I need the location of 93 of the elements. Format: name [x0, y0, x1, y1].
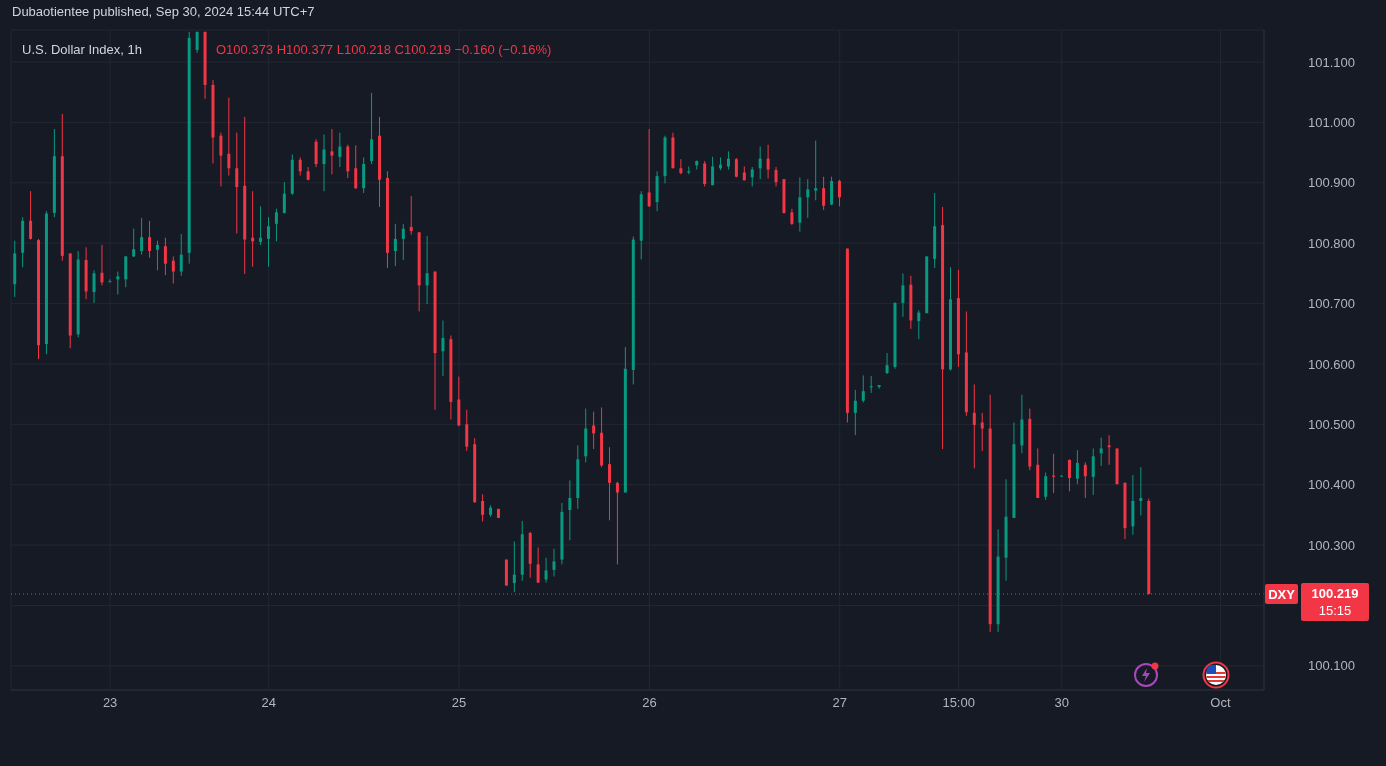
candlestick	[552, 548, 556, 577]
y-tick-label: 100.500	[1308, 416, 1355, 432]
candlestick	[774, 166, 778, 187]
candlestick	[330, 128, 334, 175]
candlestick	[235, 132, 239, 234]
candlestick	[877, 384, 881, 390]
candlestick	[219, 132, 223, 187]
candlestick	[393, 223, 397, 267]
candlestick	[615, 481, 619, 565]
text: 15:15	[1318, 602, 1352, 618]
candlestick	[1107, 434, 1111, 466]
y-tick-label: 100.400	[1308, 477, 1355, 493]
ref-line-label: DXY	[1268, 586, 1296, 602]
y-tick-label: 100.900	[1308, 175, 1355, 191]
y-tick-label: 101.000	[1308, 115, 1355, 130]
candlestick	[980, 412, 984, 452]
x-tick-label: 26	[642, 695, 657, 711]
candlestick	[100, 244, 104, 286]
candlestick	[148, 220, 152, 259]
candlestick	[544, 557, 548, 584]
candlestick	[703, 160, 707, 187]
candlestick	[853, 389, 857, 436]
candlestick	[155, 240, 159, 271]
candlestick	[116, 271, 120, 295]
candlestick	[266, 216, 270, 268]
candlestick	[830, 176, 834, 206]
candlestick	[766, 144, 770, 180]
candlestick	[163, 237, 167, 276]
candlestick	[1044, 472, 1048, 501]
text: 100.219	[1311, 585, 1359, 601]
candlestick	[1083, 461, 1087, 499]
candlestick	[972, 383, 976, 469]
candlestick	[917, 309, 921, 340]
candlestick	[837, 179, 841, 207]
x-tick-label: Oct	[1210, 695, 1231, 711]
candlestick	[679, 158, 683, 175]
candlestick	[227, 97, 231, 177]
candlestick	[1139, 466, 1143, 516]
candlestick	[1075, 449, 1079, 485]
candlestick	[512, 540, 516, 593]
y-tick-label: 100.100	[1308, 658, 1355, 674]
candlestick	[322, 133, 326, 192]
candlestick	[282, 181, 286, 215]
candlestick	[1067, 458, 1071, 492]
y-tick-label: 100.700	[1308, 296, 1355, 312]
candlestick	[814, 140, 818, 201]
candlestick	[711, 156, 715, 186]
candlestick	[401, 223, 405, 261]
candlestick	[425, 235, 429, 305]
candlestick	[140, 217, 144, 256]
candlestick	[338, 132, 342, 168]
candlestick	[861, 374, 865, 404]
candlestick	[750, 166, 754, 187]
candlestick	[132, 228, 136, 258]
candlestick	[259, 205, 263, 246]
candlestick	[758, 146, 762, 180]
candlestick	[92, 269, 96, 304]
y-tick-label: 100.300	[1308, 537, 1355, 553]
candlestick	[441, 319, 445, 377]
x-tick-label: 25	[451, 695, 467, 711]
candlestick	[179, 233, 183, 277]
candlestick	[822, 176, 826, 211]
candlestick	[608, 446, 611, 521]
x-tick-label: 23	[102, 695, 118, 711]
x-tick-label: 15:00	[942, 695, 975, 711]
candlestick	[409, 195, 413, 236]
candlestick	[1099, 437, 1103, 467]
candlestick	[298, 156, 302, 177]
candlestick	[370, 92, 374, 165]
candlestick	[647, 128, 651, 208]
candlestick	[29, 190, 33, 241]
x-tick-label: 24	[261, 695, 276, 711]
y-tick-label: 100.600	[1308, 356, 1355, 372]
text: Dubaotientee published, Sep 30, 2024 15:44 UTC+7	[12, 4, 315, 19]
candlestick	[536, 546, 540, 584]
candlestick	[354, 144, 358, 190]
candlestick	[124, 255, 128, 288]
candlestick	[481, 493, 485, 523]
candlestick	[171, 255, 175, 285]
x-tick-label: 27	[832, 695, 847, 711]
candlestick	[274, 208, 278, 242]
candlestick	[806, 178, 810, 219]
text: U.S. Dollar Index, 1h	[22, 42, 142, 57]
y-tick-label: 100.800	[1308, 235, 1355, 251]
x-tick-label: 30	[1054, 695, 1070, 711]
candlestick	[465, 409, 469, 452]
y-tick-label: 101.100	[1308, 54, 1355, 70]
candlestick	[885, 352, 889, 375]
candlestick	[901, 272, 905, 318]
candlestick	[1091, 447, 1095, 496]
candlestick	[568, 479, 572, 541]
candlestick	[314, 138, 318, 168]
text: O100.373 H100.377 L100.218 C100.219 −0.160 (−0.16%)	[216, 42, 552, 57]
